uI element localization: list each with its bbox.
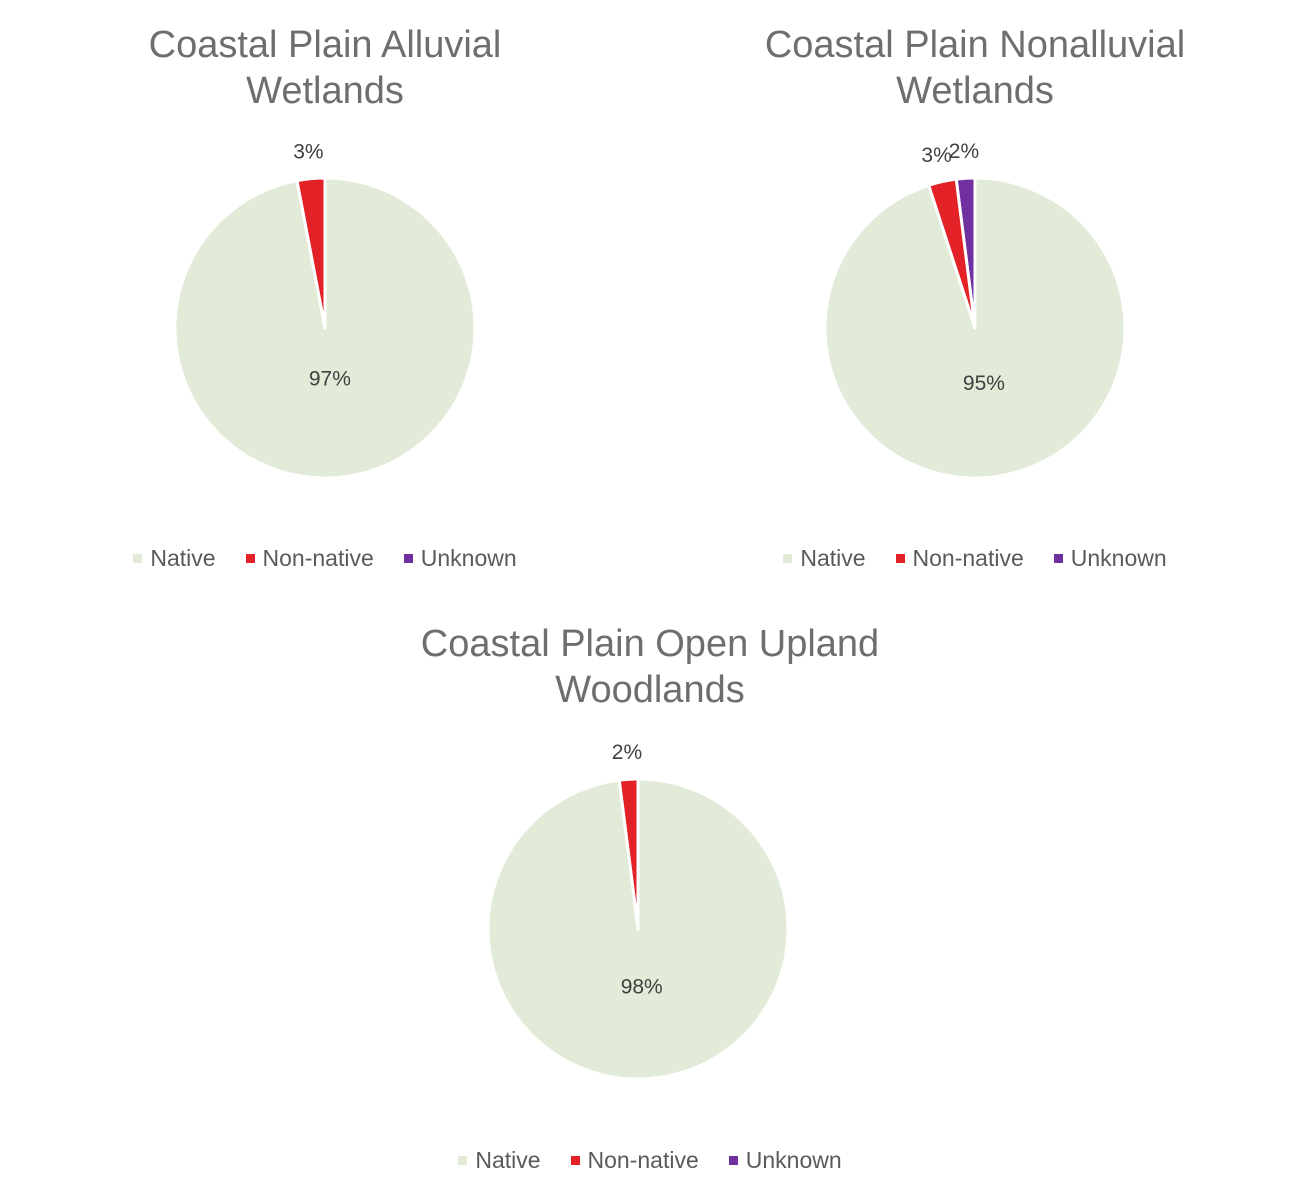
legend: Native Non-native Unknown — [325, 1147, 975, 1174]
legend-swatch-native — [458, 1156, 468, 1165]
legend-swatch-non-native — [570, 1156, 580, 1165]
legend-label-native: Native — [150, 545, 216, 571]
chart-title: Coastal Plain Nonalluvial Wetlands — [650, 22, 1300, 114]
legend-item-non-native: Non-native — [245, 545, 374, 572]
data-label-non-native: 3% — [293, 140, 323, 163]
chart-open-upland-woodlands: Coastal Plain Open Upland Woodlands 2% 98… — [325, 600, 975, 1204]
legend-label-unknown: Unknown — [745, 1147, 842, 1173]
data-label-unknown: 2% — [949, 140, 979, 163]
legend: Native Non-native Unknown — [650, 545, 1300, 572]
chart-title-line-2: Wetlands — [246, 70, 404, 112]
legend-label-unknown: Unknown — [1070, 545, 1167, 571]
chart-alluvial-wetlands: Coastal Plain Alluvial Wetlands 3% 97% Na… — [0, 0, 650, 600]
chart-nonalluvial-wetlands: Coastal Plain Nonalluvial Wetlands 2% 3% 9… — [650, 0, 1300, 600]
legend-label-unknown: Unknown — [420, 545, 517, 571]
legend-swatch-unknown — [728, 1156, 738, 1165]
chart-title-line-2: Woodlands — [555, 669, 745, 711]
legend-label-non-native: Non-native — [262, 545, 374, 571]
data-label-non-native: 3% — [921, 144, 951, 167]
legend-item-unknown: Unknown — [403, 545, 517, 572]
pie-slice-native — [823, 176, 1127, 480]
legend-swatch-unknown — [403, 554, 413, 563]
legend-swatch-unknown — [1053, 554, 1063, 563]
legend-label-non-native: Non-native — [587, 1147, 699, 1173]
legend-item-unknown: Unknown — [728, 1147, 842, 1174]
legend-swatch-native — [783, 554, 793, 563]
chart-title-line-1: Coastal Plain Open Upland — [420, 623, 880, 665]
data-label-native: 95% — [963, 372, 1005, 395]
legend: Native Non-native Unknown — [0, 545, 650, 572]
legend-item-native: Native — [133, 545, 216, 572]
chart-title-line-1: Coastal Plain Alluvial — [148, 24, 502, 66]
legend-label-native: Native — [475, 1147, 541, 1173]
legend-label-non-native: Non-native — [912, 545, 1024, 571]
data-label-native: 97% — [309, 367, 351, 390]
data-label-non-native: 2% — [612, 741, 642, 764]
chart-title-line-1: Coastal Plain Nonalluvial — [764, 24, 1186, 66]
pie-slice-native — [173, 176, 477, 480]
legend-item-native: Native — [783, 545, 866, 572]
chart-title-line-2: Wetlands — [896, 70, 1054, 112]
legend-swatch-non-native — [895, 554, 905, 563]
pie-slice-native — [486, 777, 790, 1081]
pie-chart: 3% 97% — [173, 140, 477, 480]
legend-item-non-native: Non-native — [570, 1147, 699, 1174]
pie-chart: 2%3% 95% — [823, 140, 1127, 480]
chart-title: Coastal Plain Open Upland Woodlands — [325, 621, 975, 713]
pie-chart: 2% 98% — [486, 741, 790, 1081]
legend-label-native: Native — [800, 545, 866, 571]
data-label-native: 98% — [621, 975, 663, 998]
legend-item-native: Native — [458, 1147, 541, 1174]
legend-item-unknown: Unknown — [1053, 545, 1167, 572]
legend-item-non-native: Non-native — [895, 545, 1024, 572]
chart-title: Coastal Plain Alluvial Wetlands — [0, 22, 650, 114]
legend-swatch-non-native — [245, 554, 255, 563]
legend-swatch-native — [133, 554, 143, 563]
